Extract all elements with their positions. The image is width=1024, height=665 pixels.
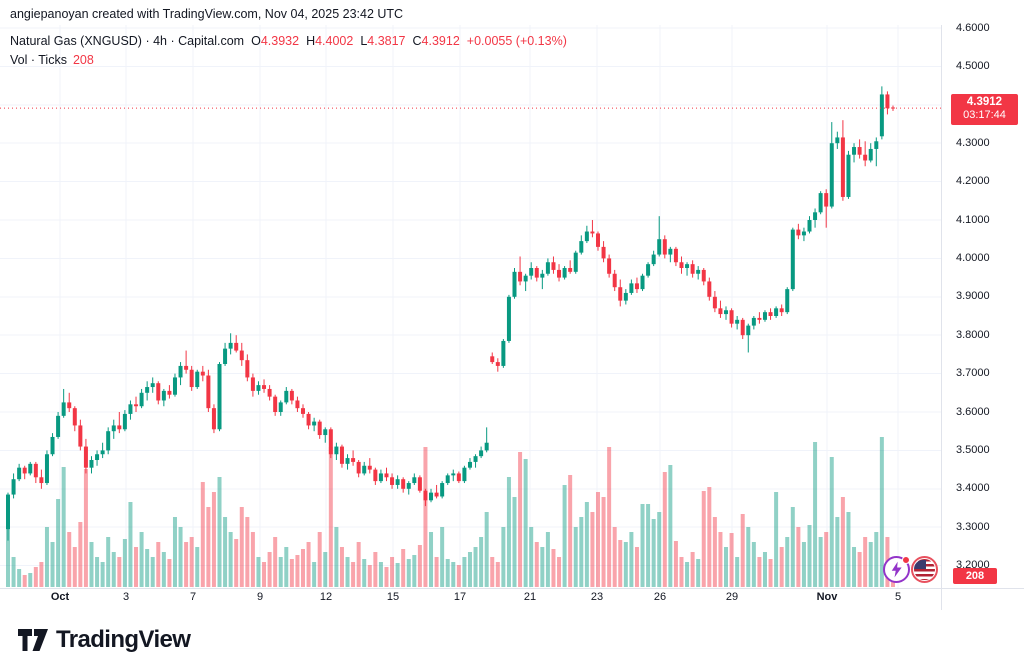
time-tick-label: 26 bbox=[653, 591, 667, 603]
tradingview-logo[interactable]: TradingView bbox=[18, 626, 191, 654]
chart-grid bbox=[0, 25, 941, 588]
candlestick-series bbox=[6, 86, 895, 541]
news-lightning-marker[interactable] bbox=[883, 556, 910, 583]
volume-label[interactable]: Vol · Ticks bbox=[10, 53, 67, 67]
price-tick-label: 3.4000 bbox=[956, 482, 990, 495]
price-tick-label: 3.8000 bbox=[956, 328, 990, 341]
legend: Natural Gas (XNGUSD) · 4h · Capital.com O… bbox=[10, 32, 567, 69]
time-tick-label: 23 bbox=[590, 591, 604, 603]
volume-axis-tag: 208 bbox=[953, 568, 997, 584]
ohlc-high: H4.4002 bbox=[306, 34, 354, 48]
time-tick-label: 9 bbox=[256, 591, 264, 603]
symbol-title[interactable]: Natural Gas (XNGUSD) · 4h · Capital.com bbox=[10, 34, 245, 48]
time-tick-label: 29 bbox=[725, 591, 739, 603]
ohlc-close: C4.3912 bbox=[412, 34, 460, 48]
price-tick-label: 4.0000 bbox=[956, 251, 990, 264]
price-tick-label: 4.3000 bbox=[956, 136, 990, 149]
price-change: +0.0055 (+0.13%) bbox=[466, 34, 567, 48]
lightning-bolt-icon bbox=[891, 561, 902, 578]
price-tick-label: 4.5000 bbox=[956, 59, 990, 72]
notification-dot bbox=[902, 556, 910, 564]
current-price-value: 4.3912 bbox=[966, 96, 1003, 108]
tradingview-logo-icon bbox=[18, 629, 48, 651]
price-tick-label: 3.5000 bbox=[956, 443, 990, 456]
time-tick-label: Nov bbox=[816, 591, 838, 603]
price-tick-label: 3.7000 bbox=[956, 367, 990, 380]
legend-symbol-row: Natural Gas (XNGUSD) · 4h · Capital.com O… bbox=[10, 32, 567, 50]
ohlc-open: O4.3932 bbox=[251, 34, 300, 48]
tradingview-wordmark: TradingView bbox=[56, 626, 191, 653]
time-tick-label: 7 bbox=[189, 591, 197, 603]
attribution-text: angiepanoyan created with TradingView.co… bbox=[10, 7, 404, 21]
time-tick-label: 12 bbox=[319, 591, 333, 603]
volume-value: 208 bbox=[72, 53, 94, 67]
ohlc-low: L4.3817 bbox=[360, 34, 406, 48]
price-tick-label: 4.2000 bbox=[956, 175, 990, 188]
time-tick-label: 17 bbox=[453, 591, 467, 603]
time-tick-label: 15 bbox=[386, 591, 400, 603]
volume-series bbox=[6, 437, 895, 587]
time-tick-label: 5 bbox=[894, 591, 902, 603]
current-price-tag: 4.3912 03:17:44 bbox=[951, 94, 1018, 125]
time-tick-label: Oct bbox=[50, 591, 70, 603]
legend-volume-row: Vol · Ticks 208 bbox=[10, 51, 567, 69]
time-tick-label: 3 bbox=[122, 591, 130, 603]
time-tick-label: 21 bbox=[523, 591, 537, 603]
price-tick-label: 4.6000 bbox=[956, 21, 990, 34]
bar-countdown: 03:17:44 bbox=[963, 109, 1006, 121]
price-tick-label: 3.3000 bbox=[956, 520, 990, 533]
price-tick-label: 3.6000 bbox=[956, 405, 990, 418]
price-tick-label: 4.1000 bbox=[956, 213, 990, 226]
us-flag-marker[interactable] bbox=[911, 556, 938, 583]
price-tick-label: 3.9000 bbox=[956, 290, 990, 303]
